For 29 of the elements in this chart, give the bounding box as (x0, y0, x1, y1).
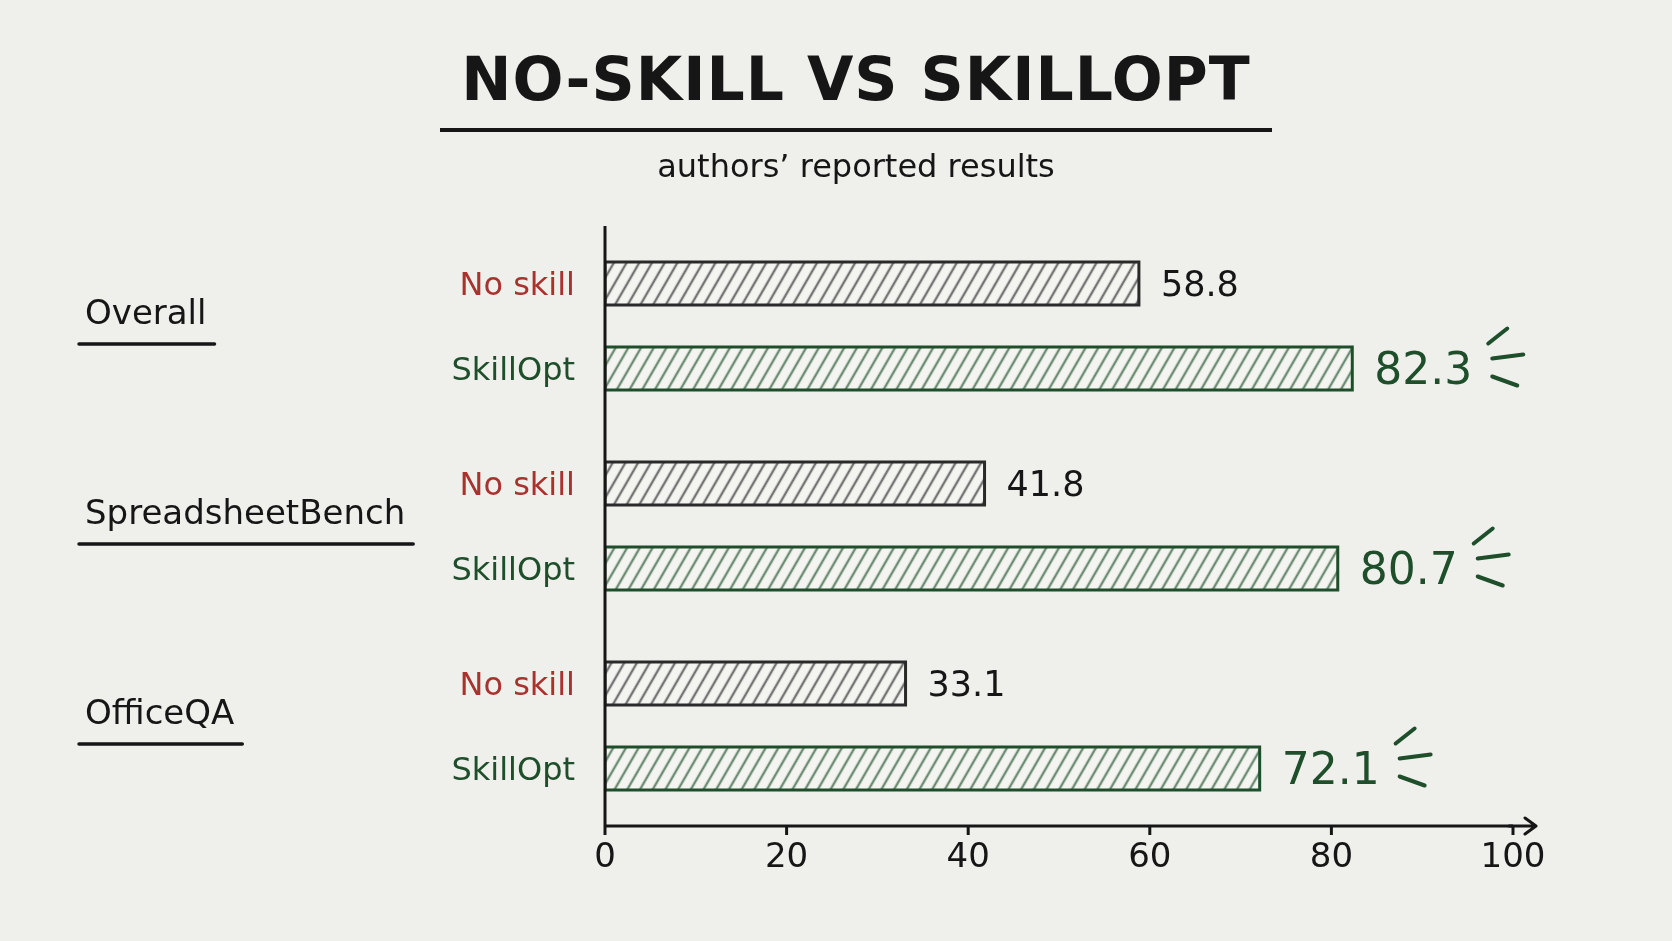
data-label: 72.1 (1281, 743, 1380, 794)
bar (605, 260, 1141, 307)
series-label: SkillOpt (451, 349, 575, 388)
x-tick-label: 20 (764, 835, 809, 876)
data-label: 80.7 (1359, 543, 1458, 594)
text: No skill (459, 664, 575, 703)
bar (605, 345, 1354, 392)
x-tick-label: 80 (1309, 835, 1354, 876)
bar (605, 745, 1262, 792)
text: No skill (459, 464, 575, 503)
text: SkillOpt (451, 749, 575, 788)
data-label: 33.1 (927, 663, 1006, 704)
x-tick-label: 100 (1480, 835, 1546, 876)
y-tick-label: Overall (85, 292, 207, 332)
bar (605, 545, 1340, 592)
y-tick-label: SpreadsheetBench (85, 492, 406, 532)
chart-subtitle: authors’ reported results (656, 146, 1056, 186)
data-label: 58.8 (1160, 263, 1239, 304)
x-tick-label: 60 (1128, 835, 1172, 876)
x-tick-label: 40 (946, 835, 990, 876)
series-label: No skill (459, 264, 575, 303)
bar (605, 460, 987, 507)
bar (605, 660, 908, 707)
x-tick-label: 0 (594, 835, 616, 876)
data-label: 41.8 (1006, 463, 1085, 504)
text: SkillOpt (451, 549, 575, 588)
chart-title: NO-SKILL VS SKILLOPT (440, 40, 1272, 132)
y-tick-label: OfficeQA (85, 692, 235, 732)
data-label: 82.3 (1374, 343, 1473, 394)
